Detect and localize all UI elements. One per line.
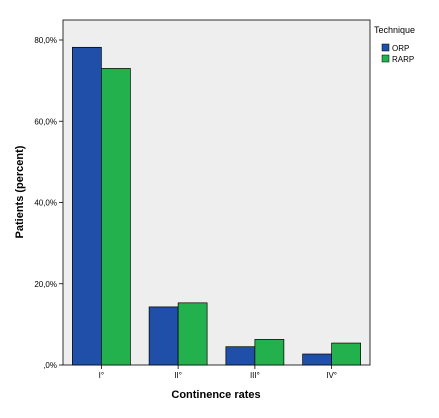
bar-rarp-4 <box>331 342 361 366</box>
y-tick-label: 60,0% <box>34 117 57 126</box>
y-axis: ,0% 20,0% 40,0% 60,0% 80,0% <box>34 36 63 370</box>
x-tick-label: III° <box>250 371 260 380</box>
bars-group <box>72 46 361 366</box>
legend-title: Technique <box>374 25 415 35</box>
legend-label-rarp: RARP <box>392 55 414 64</box>
bar-rarp-1 <box>101 68 131 366</box>
y-axis-title: Patients (percent) <box>14 145 26 238</box>
legend-swatch-orp <box>381 43 390 52</box>
y-tick-label: 20,0% <box>34 280 57 289</box>
legend-swatch-rarp <box>381 54 390 63</box>
x-axis: I° II° III° IV° <box>99 365 337 380</box>
y-tick-label: ,0% <box>43 361 57 370</box>
bar-rarp-2 <box>177 302 208 366</box>
y-tick-label: 40,0% <box>34 199 57 208</box>
bar-rarp-3 <box>254 339 285 366</box>
x-tick-label: II° <box>174 371 182 380</box>
bar-orp-1 <box>72 46 102 366</box>
bar-orp-4 <box>302 353 332 366</box>
x-tick-label: I° <box>99 371 104 380</box>
x-tick-label: IV° <box>326 371 337 380</box>
bar-orp-3 <box>225 346 256 366</box>
bar-orp-2 <box>148 306 179 366</box>
y-tick-label: 80,0% <box>34 36 57 45</box>
legend: Technique ORP RARP <box>374 25 415 64</box>
legend-label-orp: ORP <box>392 44 409 53</box>
x-axis-title: Continence rates <box>171 389 260 401</box>
